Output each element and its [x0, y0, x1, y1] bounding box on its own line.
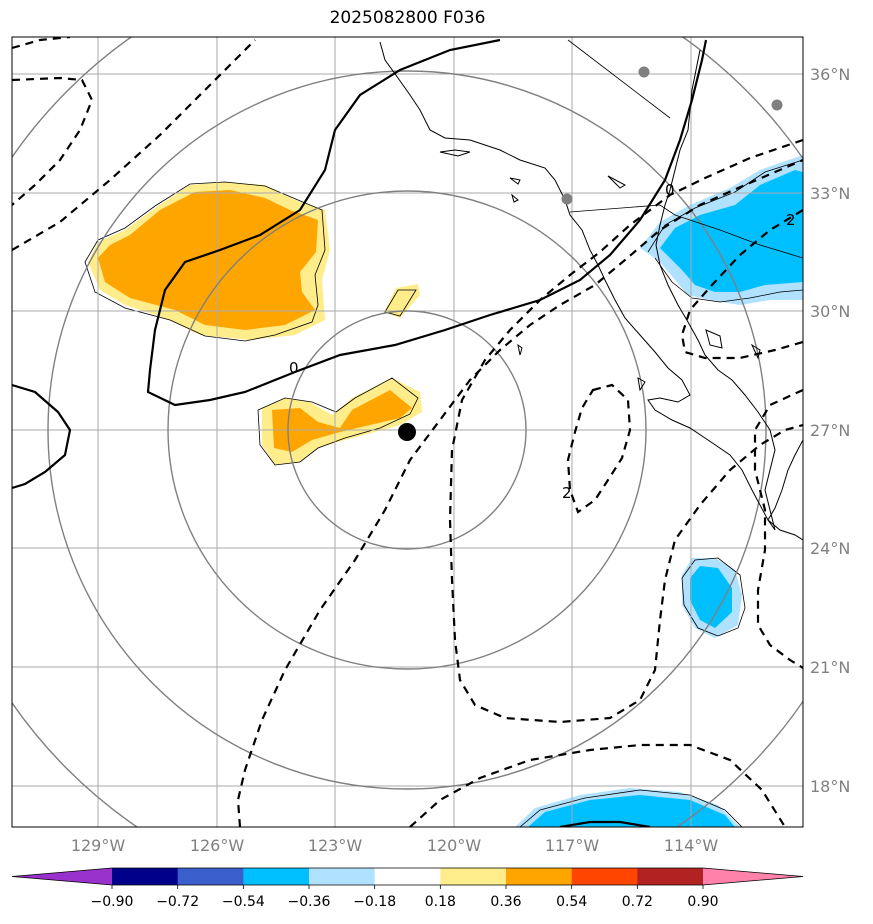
contour-label: 2 — [562, 484, 572, 502]
lat-label: 33°N — [810, 184, 850, 203]
colorbar-tick-label: −0.90 — [91, 894, 134, 910]
colorbar-segment — [309, 868, 376, 885]
map-title: 2025082800 F036 — [329, 8, 486, 28]
colorbar-segment — [112, 868, 179, 885]
colorbar-extend-min — [12, 868, 112, 885]
anomaly-outline — [654, 257, 803, 303]
lon-label: 123°W — [308, 836, 363, 855]
lat-label: 21°N — [810, 658, 850, 677]
colorbar-segment — [506, 868, 573, 885]
contour-negative — [12, 39, 256, 251]
colorbar-segment — [571, 868, 638, 885]
colorbar-segment — [243, 868, 310, 885]
colorbar-tick-label: 0.54 — [556, 894, 587, 910]
lat-label: 27°N — [810, 421, 850, 440]
positive-anomaly-region — [272, 390, 412, 452]
negative-anomaly-region — [528, 795, 735, 827]
contours — [12, 37, 803, 827]
city-dot-marker — [638, 66, 650, 78]
island — [511, 193, 519, 203]
colorbar-tick-label: 0.36 — [490, 894, 521, 910]
contour-negative — [236, 158, 803, 827]
contour-negative — [409, 743, 786, 827]
lat-label: 30°N — [810, 302, 850, 321]
positive-anomaly-region — [98, 190, 318, 330]
colorbar-segment — [440, 868, 507, 885]
anomaly-outline — [84, 181, 326, 342]
city-dot-marker — [561, 193, 573, 205]
colorbar-segment — [177, 868, 244, 885]
contour-negative — [753, 388, 803, 669]
range-ring — [47, 70, 767, 790]
range-ring — [287, 310, 527, 550]
lon-label: 126°W — [190, 836, 245, 855]
coastline — [379, 41, 803, 541]
contour-label: 2 — [786, 211, 796, 229]
colorbar-extend-max — [703, 868, 803, 885]
borders — [567, 39, 803, 259]
border-us-mexico — [569, 204, 803, 259]
colorbar-tick-label: −0.72 — [156, 894, 199, 910]
colorbar-tick-label: 0.18 — [425, 894, 456, 910]
latitude-labels: 36°N 33°N 30°N 27°N 24°N 21°N 18°N — [810, 65, 850, 796]
anomaly-outline — [384, 289, 417, 317]
anomaly-outline — [647, 159, 803, 253]
coastline-california-baja — [379, 41, 776, 531]
city-dot-marker — [771, 99, 783, 111]
island — [607, 175, 627, 189]
longitude-labels: 129°W 126°W 123°W 120°W 117°W 114°W — [71, 836, 719, 855]
positive-anomaly-region — [384, 284, 420, 318]
contour-negative — [566, 383, 632, 514]
coastline-mainland-mexico — [767, 439, 803, 541]
border-state — [567, 39, 671, 119]
contour-labels: 0 0 2 2 — [289, 181, 796, 502]
contour-label: 0 — [665, 181, 675, 199]
anomaly-outline — [257, 377, 419, 466]
negative-anomaly-region — [660, 170, 803, 292]
markers — [398, 66, 783, 441]
colorbar-tick-label: −0.18 — [353, 894, 396, 910]
lon-label: 117°W — [545, 836, 600, 855]
colorbar: −0.90 −0.72 −0.54 −0.36 −0.18 0.18 0.36 0.54 0.7… — [11, 867, 804, 910]
range-ring — [167, 190, 647, 670]
lat-label: 36°N — [810, 65, 850, 84]
lon-label: 120°W — [427, 836, 482, 855]
colorbar-segment — [374, 868, 441, 885]
lat-label: 18°N — [810, 777, 850, 796]
negative-anomaly-region — [690, 566, 732, 628]
contour-zero — [12, 383, 72, 490]
map-frame — [11, 36, 804, 828]
colorbar-tick-label: −0.36 — [288, 894, 331, 910]
contour-label: 0 — [289, 359, 299, 377]
contour-negative — [448, 138, 803, 724]
island — [517, 343, 523, 356]
anomaly-outline — [519, 789, 743, 827]
island — [705, 329, 723, 349]
contour-zero — [559, 820, 651, 827]
island — [439, 149, 471, 157]
island — [637, 377, 646, 392]
storm-center-marker — [398, 423, 416, 441]
colorbar-tick-label: −0.54 — [222, 894, 265, 910]
anomaly-outlines — [84, 159, 803, 827]
island — [509, 177, 521, 185]
lon-label: 129°W — [71, 836, 126, 855]
lat-label: 24°N — [810, 539, 850, 558]
contour-negative — [12, 37, 71, 50]
contour-zero — [146, 38, 708, 407]
lon-label: 114°W — [664, 836, 719, 855]
colorbar-segment — [637, 868, 704, 885]
colorbar-tick-label: 0.90 — [687, 894, 718, 910]
colorbar-tick-label: 0.72 — [622, 894, 653, 910]
